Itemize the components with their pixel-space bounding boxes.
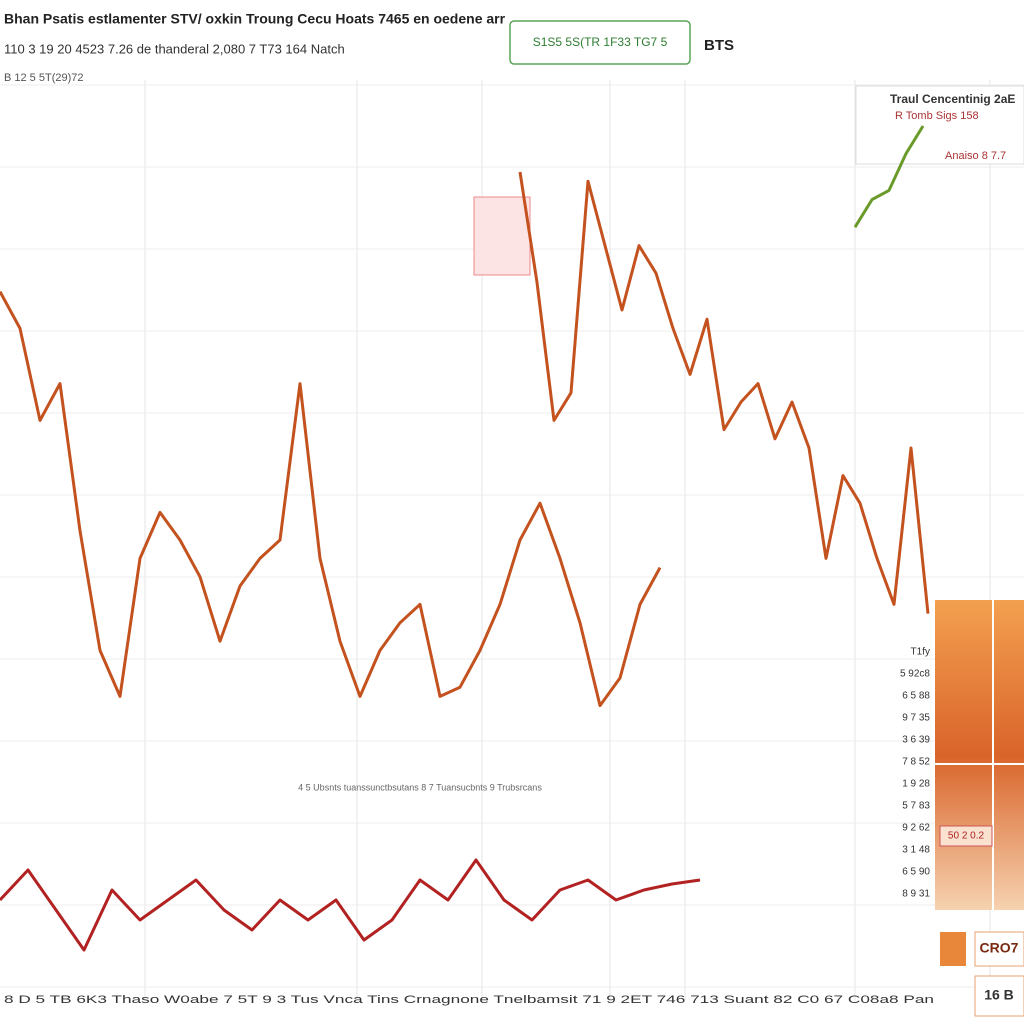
marker-box [473, 196, 531, 276]
box-label: 16 B [984, 987, 1014, 1003]
side-label: 8 9 31 [902, 889, 930, 900]
subtitle: 110 3 19 20 4523 7.26 de thanderal 2,080… [4, 41, 345, 56]
box [974, 931, 1024, 967]
box-label: 50 2 0.2 [948, 831, 985, 842]
price-line [518, 171, 930, 614]
box [940, 932, 966, 966]
price-line [0, 858, 701, 952]
side-label: 3 6 39 [902, 735, 930, 746]
side-label: 6 5 88 [902, 691, 930, 702]
panel-line: R Tomb Sigs 158 [895, 110, 979, 122]
side-label: 7 8 52 [902, 757, 930, 768]
side-label: 6 5 90 [902, 867, 930, 878]
box [939, 825, 993, 847]
side-labels: T1fy 5 92c8 6 5 88 9 7 35 3 6 39 7 8 52 1 9 28… [900, 647, 930, 900]
side-label: 5 7 83 [902, 801, 930, 812]
title: Bhan Psatis estlamenter STV/ oxkin Troun… [4, 11, 506, 27]
box-label: CRO7 [980, 940, 1019, 956]
box [974, 975, 1024, 1017]
price-line [853, 125, 925, 228]
side-label: 1 9 28 [902, 779, 930, 790]
badge-box[interactable] [509, 20, 691, 65]
x-axis-labels: 8 D 5 TB 6K3 Thaso W0abe 7 5T 9 3 Tus Vn… [4, 994, 934, 1006]
side-label: 3 1 48 [902, 845, 930, 856]
side-label: 5 92c8 [900, 669, 930, 680]
side-label: 9 7 35 [902, 713, 930, 724]
symbol[interactable]: BTS [704, 37, 734, 54]
info-line: B 12 5 5T(29)72 [4, 72, 84, 84]
side-label: T1fy [911, 647, 930, 658]
info-panel [855, 85, 1024, 165]
depth-panel [935, 600, 1024, 910]
caption: 4 5 Ubsnts tuanssunctbsutans 8 7 Tuansuc… [298, 782, 542, 792]
badge[interactable]: S1S5 5S(TR 1F33 TG7 5 [533, 35, 668, 49]
price-line [0, 290, 662, 708]
panel-line: Anaiso 8 7.7 [945, 150, 1006, 162]
panel-title: Traul Cencentinig 2aE [890, 92, 1015, 106]
side-label: 9 2 62 [902, 823, 930, 834]
